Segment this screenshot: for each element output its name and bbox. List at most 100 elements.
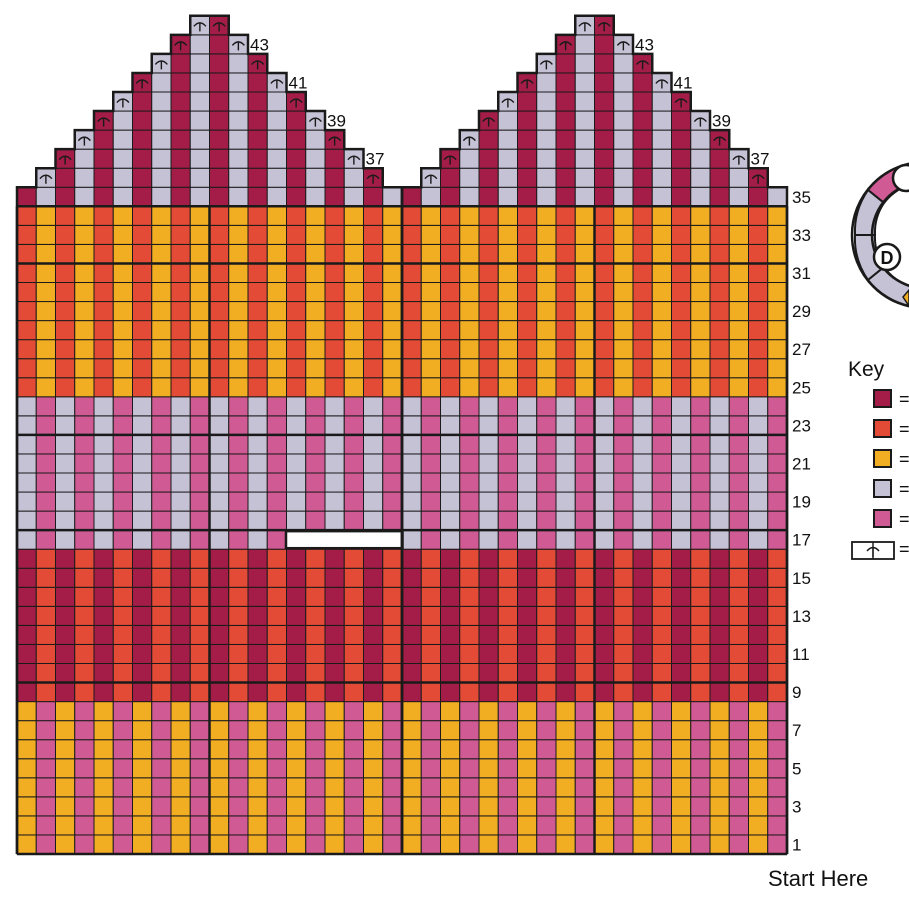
stitch-cell [132,110,153,131]
stitch-cell [555,434,576,455]
stitch-cell [671,396,692,417]
stitch-cell [209,339,230,360]
stitch-cell [632,72,653,93]
stitch-cell [690,282,711,303]
stitch-cell [478,624,499,645]
stitch-cell [209,624,230,645]
stitch-cell [74,720,95,741]
stitch-cell [382,815,403,836]
stitch-cell [382,548,403,569]
stitch-cell [594,548,615,569]
stitch-cell [536,129,557,150]
stitch-cell [671,453,692,474]
stitch-cell [93,129,114,150]
stitch-cell [613,796,634,817]
stitch-cell [574,586,595,607]
decrease-symbol [539,60,553,70]
stitch-cell [728,301,749,322]
stitch-cell [35,224,56,245]
stitch-cell [709,148,730,169]
stitch-cell [189,758,210,779]
stitch-cell [420,529,441,550]
stitch-cell [343,282,364,303]
stitch-cell [555,358,576,379]
decrease-symbol [693,117,707,127]
stitch-cell [363,243,384,264]
stitch-cell [594,205,615,226]
stitch-cell [209,434,230,455]
stitch-cell [112,167,133,188]
stitch-cell [55,777,76,798]
stitch-cell [305,586,326,607]
stitch-cell [189,148,210,169]
stitch-cell [55,243,76,264]
stitch-cell [728,167,749,188]
stitch-cell [517,624,538,645]
stitch-cell [266,491,287,512]
decrease-symbol [270,79,284,89]
stitch-cell [228,472,249,493]
stitch-cell [613,834,634,855]
stitch-cell [132,434,153,455]
stitch-cell [16,301,37,322]
key-title: Key [848,358,885,381]
stitch-cell [286,434,307,455]
stitch-cell [651,758,672,779]
stitch-cell [112,339,133,360]
stitch-cell [266,282,287,303]
stitch-cell [401,339,422,360]
stitch-cell [555,624,576,645]
stitch-cell [728,796,749,817]
stitch-cell [671,491,692,512]
stitch-cell [690,491,711,512]
stitch-cell [209,605,230,626]
stitch-cell [209,491,230,512]
stitch-cell [16,834,37,855]
stitch-cell [536,301,557,322]
stitch-cell [170,224,191,245]
stitch-cell [594,472,615,493]
stitch-cell [517,243,538,264]
stitch-cell [420,739,441,760]
stitch-cell [247,148,268,169]
stitch-cell [74,510,95,531]
stitch-cell [767,262,788,284]
stitch-cell [440,548,461,569]
stitch-cell [363,796,384,817]
stitch-cell [748,205,769,226]
stitch-cell [228,815,249,836]
stitch-cell [247,262,268,284]
stitch-cell [170,739,191,760]
stitch-cell [35,205,56,226]
stitch-cell [74,205,95,226]
stitch-cell [382,301,403,322]
stitch-cell [709,758,730,779]
stitch-cell [363,643,384,665]
stitch-cell [170,262,191,284]
stitch-cell [574,205,595,226]
stitch-cell [343,491,364,512]
stitch-cell [574,529,595,550]
stitch-cell [420,415,441,436]
stitch-cell [690,777,711,798]
stitch-cell [420,396,441,417]
stitch-cell [613,205,634,226]
stitch-cell [440,720,461,741]
stitch-cell [93,834,114,855]
stitch-cell [536,548,557,569]
stitch-cell [266,510,287,531]
stitch-cell [324,205,345,226]
stitch-cell [247,415,268,436]
stitch-cell [767,815,788,836]
stitch-cell [671,701,692,722]
stitch-cell [497,243,518,264]
stitch-cell [35,529,56,550]
stitch-cell [363,815,384,836]
stitch-cell [112,510,133,531]
stitch-cell [324,491,345,512]
stitch-cell [478,548,499,569]
stitch-cell [305,682,326,703]
stitch-cell [55,358,76,379]
stitch-cell [651,301,672,322]
stitch-cell [16,205,37,226]
